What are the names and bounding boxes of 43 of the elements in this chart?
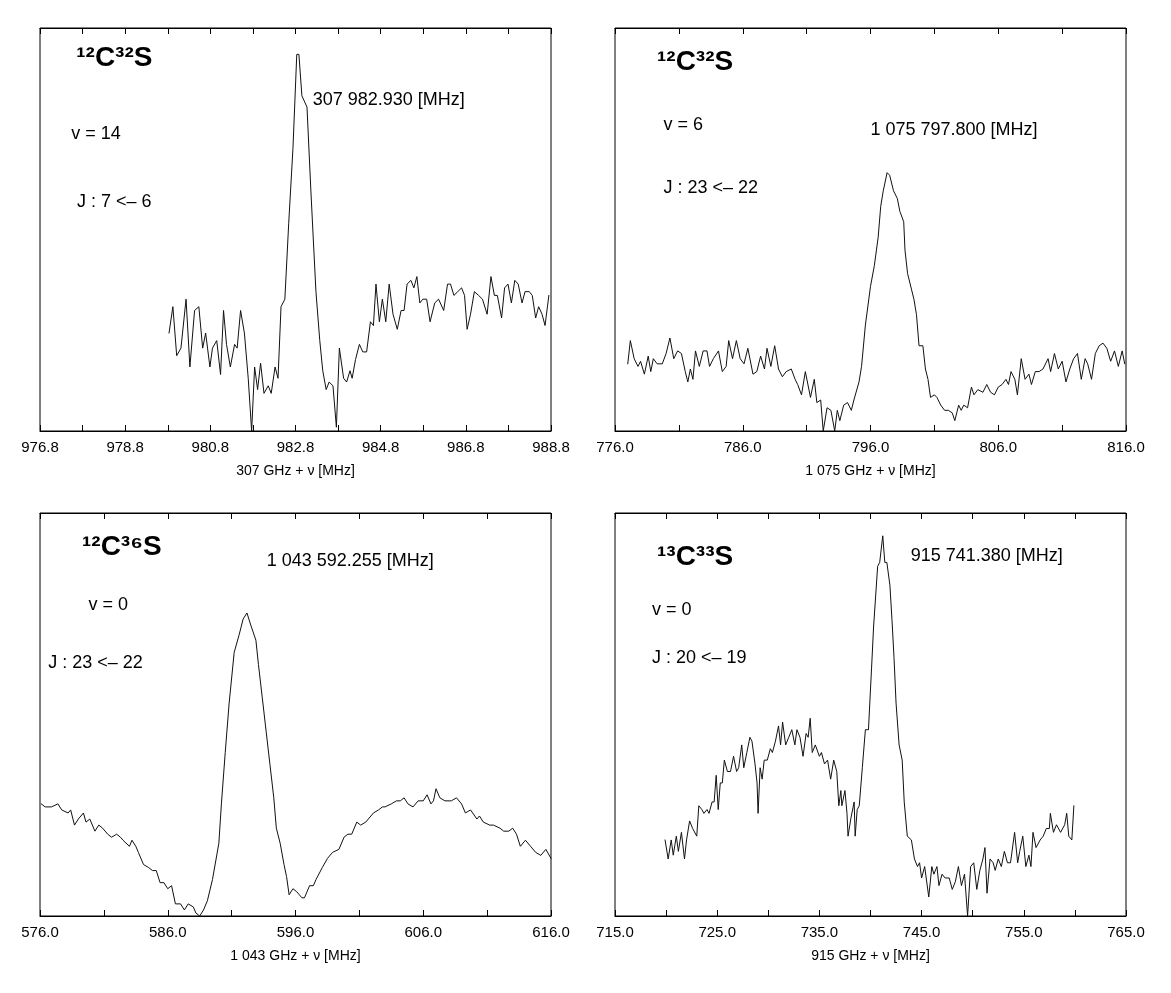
annotation: J : 7 <– 6 xyxy=(77,191,152,212)
x-tick-label: 988.8 xyxy=(532,438,570,455)
x-axis-title: 307 GHz + ν [MHz] xyxy=(236,462,355,478)
annotation: 915 741.380 [MHz] xyxy=(910,545,1063,566)
x-tick-label: 745.0 xyxy=(902,923,941,940)
x-tick-label: 984.8 xyxy=(361,438,400,455)
x-tick-label: 980.8 xyxy=(191,438,230,455)
annotation: J : 20 <– 19 xyxy=(652,647,747,668)
x-tick-label: 715.0 xyxy=(596,923,634,940)
annotation: 307 982.930 [MHz] xyxy=(312,89,465,110)
text: v = 6 xyxy=(663,113,704,134)
x-tick-label: 816.0 xyxy=(1107,438,1145,455)
x-tick-label: 586.0 xyxy=(148,923,187,940)
annotation: v = 0 xyxy=(652,598,692,619)
x-tick-label: 576.0 xyxy=(21,923,59,940)
chart-title: ¹²C³⁶S xyxy=(82,530,162,562)
annotation: v = 14 xyxy=(71,123,121,144)
annotation: J : 23 <– 22 xyxy=(48,652,143,673)
x-tick-label: 982.8 xyxy=(276,438,315,455)
x-tick-label: 735.0 xyxy=(800,923,839,940)
x-tick-label: 806.0 xyxy=(979,438,1018,455)
text: 1 043 592.255 [MHz] xyxy=(266,550,434,571)
chart-title: ¹³C³³S xyxy=(657,540,734,572)
x-axis-title: 915 GHz + ν [MHz] xyxy=(811,947,930,963)
x-tick-label: 755.0 xyxy=(1005,923,1043,940)
x-tick-label: 976.8 xyxy=(21,438,59,455)
text: 1 075 797.800 [MHz] xyxy=(870,118,1038,139)
chart-title: ¹²C³²S xyxy=(76,40,153,72)
annotation: J : 23 <– 22 xyxy=(663,176,759,197)
x-tick-label: 596.0 xyxy=(276,923,315,940)
chart-title: ¹²C³²S xyxy=(657,45,734,77)
x-axis-title: 1 043 GHz + ν [MHz] xyxy=(230,947,361,963)
x-tick-label: 776.0 xyxy=(596,438,634,455)
x-tick-label: 725.0 xyxy=(698,923,736,940)
annotation: v = 0 xyxy=(88,593,129,614)
x-tick-label: 606.0 xyxy=(404,923,443,940)
x-tick-label: 986.8 xyxy=(447,438,485,455)
x-axis-title: 1 075 GHz + ν [MHz] xyxy=(805,462,936,478)
x-tick-label: 978.8 xyxy=(106,438,144,455)
x-tick-label: 765.0 xyxy=(1107,923,1145,940)
x-tick-label: 796.0 xyxy=(851,438,890,455)
x-tick-label: 616.0 xyxy=(532,923,570,940)
x-tick-label: 786.0 xyxy=(723,438,762,455)
